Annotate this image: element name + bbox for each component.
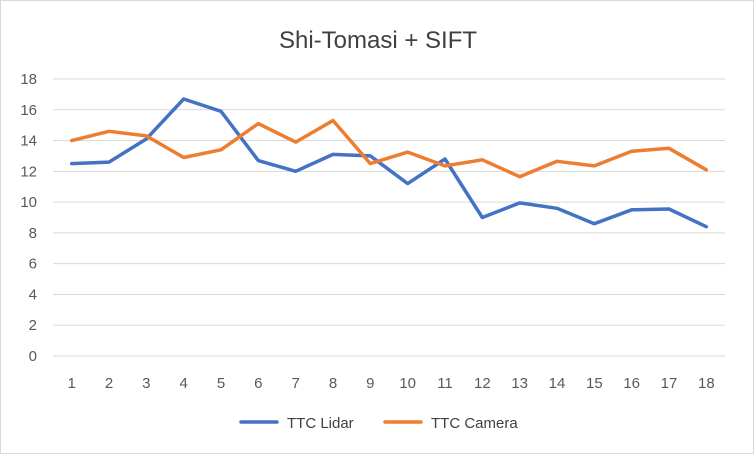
x-tick-label: 9 bbox=[366, 375, 374, 392]
legend-item: TTC Lidar bbox=[241, 415, 354, 432]
x-tick-label: 16 bbox=[623, 375, 640, 392]
x-tick-label: 6 bbox=[254, 375, 262, 392]
y-tick-label: 16 bbox=[20, 102, 37, 119]
x-tick-label: 14 bbox=[549, 375, 566, 392]
x-tick-label: 3 bbox=[142, 375, 150, 392]
y-tick-label: 12 bbox=[20, 163, 37, 180]
x-tick-label: 13 bbox=[511, 375, 528, 392]
x-tick-label: 15 bbox=[586, 375, 603, 392]
legend-label: TTC Lidar bbox=[287, 415, 354, 432]
y-tick-label: 10 bbox=[20, 194, 37, 211]
chart-title: Shi-Tomasi + SIFT bbox=[279, 27, 477, 54]
legend-label: TTC Camera bbox=[431, 415, 518, 432]
series-lines bbox=[72, 99, 707, 227]
gridlines bbox=[53, 79, 725, 356]
x-tick-label: 7 bbox=[291, 375, 299, 392]
x-tick-label: 17 bbox=[661, 375, 678, 392]
y-tick-label: 4 bbox=[29, 286, 37, 303]
x-tick-label: 12 bbox=[474, 375, 491, 392]
y-tick-label: 0 bbox=[29, 348, 37, 365]
y-tick-label: 8 bbox=[29, 225, 37, 242]
y-tick-label: 6 bbox=[29, 256, 37, 273]
x-tick-label: 4 bbox=[179, 375, 187, 392]
y-tick-label: 14 bbox=[20, 133, 37, 150]
x-tick-label: 10 bbox=[399, 375, 416, 392]
legend-item: TTC Camera bbox=[385, 415, 518, 432]
x-tick-label: 1 bbox=[67, 375, 75, 392]
x-tick-label: 8 bbox=[329, 375, 337, 392]
y-tick-label: 18 bbox=[20, 71, 37, 88]
y-axis-ticks: 0 2 4 6 8 10 12 14 16 18 bbox=[20, 71, 37, 365]
x-tick-label: 11 bbox=[437, 375, 453, 392]
x-tick-label: 2 bbox=[105, 375, 113, 392]
legend: TTC Lidar TTC Camera bbox=[241, 415, 518, 432]
x-tick-label: 18 bbox=[698, 375, 715, 392]
x-tick-label: 5 bbox=[217, 375, 225, 392]
y-tick-label: 2 bbox=[29, 317, 37, 334]
series-line-ttc-lidar bbox=[72, 99, 707, 227]
